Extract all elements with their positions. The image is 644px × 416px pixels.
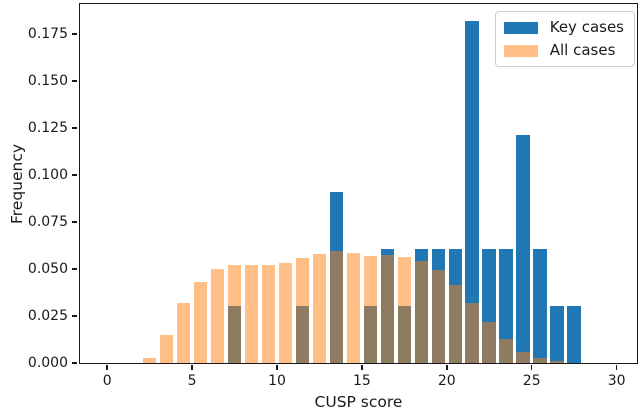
legend-entry-key-cases: Key cases xyxy=(503,18,624,36)
x-tick-mark xyxy=(530,365,533,370)
x-tick-mark xyxy=(446,365,448,370)
bar-all-cases xyxy=(312,254,327,363)
bar-key-cases xyxy=(533,249,547,363)
y-tick-label: 0.000 xyxy=(27,355,68,371)
bar-key-cases xyxy=(567,306,581,363)
y-tick-mark xyxy=(72,127,77,129)
legend-entry-all-cases: All cases xyxy=(503,41,624,59)
y-tick-label: 0.075 xyxy=(27,213,68,230)
x-tick-label: 30 xyxy=(607,373,626,389)
plot-area: Key cases All cases 0 5 10 15 20 25 30 0.000 0.0… xyxy=(28,3,638,389)
bar-all-cases xyxy=(397,257,412,363)
bar-all-cases xyxy=(533,357,547,363)
x-tick-label: 25 xyxy=(522,373,541,389)
y-tick-label: 0.025 xyxy=(27,307,68,324)
x-tick-label: 5 xyxy=(187,373,197,389)
y-tick-mark xyxy=(72,268,77,270)
bar-key-cases xyxy=(516,135,530,363)
x-tick-mark xyxy=(361,365,363,370)
bar-all-cases xyxy=(176,303,191,363)
bar-all-cases xyxy=(550,361,564,363)
y-tick-mark xyxy=(72,174,77,176)
bar-all-cases xyxy=(414,261,429,363)
bar-all-cases xyxy=(465,303,480,363)
bar-key-cases xyxy=(465,21,480,363)
bar-all-cases xyxy=(210,269,225,363)
bar-key-cases xyxy=(499,249,514,363)
bar-all-cases xyxy=(482,322,497,363)
x-tick-mark xyxy=(615,365,618,370)
x-tick-label: 20 xyxy=(437,373,456,389)
bar-all-cases xyxy=(278,262,293,363)
x-tick-mark xyxy=(106,365,108,370)
bar-all-cases xyxy=(431,270,446,363)
x-tick-label: 10 xyxy=(268,373,286,389)
x-tick-label: 15 xyxy=(352,373,371,389)
bar-all-cases xyxy=(329,250,344,363)
bar-all-cases xyxy=(380,255,395,363)
bar-all-cases xyxy=(499,338,514,363)
bar-all-cases xyxy=(363,255,378,363)
x-tick-mark xyxy=(276,365,278,370)
legend-swatch-icon xyxy=(503,21,538,34)
y-tick-mark xyxy=(72,80,77,82)
x-tick-label: 0 xyxy=(102,373,112,389)
legend-label: Key cases xyxy=(549,18,624,36)
bar-all-cases xyxy=(295,258,310,363)
legend-swatch-icon xyxy=(503,44,538,57)
bar-all-cases xyxy=(346,253,361,363)
x-axis-label: CUSP score xyxy=(314,393,403,411)
x-tick-mark xyxy=(191,365,193,370)
bar-all-cases xyxy=(227,264,242,363)
y-tick-label: 0.125 xyxy=(27,119,68,136)
y-tick-label: 0.150 xyxy=(27,72,68,89)
y-tick-label: 0.100 xyxy=(27,166,68,183)
bar-all-cases xyxy=(261,265,276,363)
legend: Key cases All cases xyxy=(494,11,635,67)
bar-key-cases xyxy=(550,306,564,363)
bar-all-cases xyxy=(159,334,174,363)
bar-all-cases xyxy=(516,351,530,363)
y-tick-label: 0.050 xyxy=(27,260,68,277)
y-tick-mark xyxy=(72,362,77,364)
bar-all-cases xyxy=(448,284,463,363)
y-tick-mark xyxy=(72,315,77,317)
y-axis-label: Frequency xyxy=(8,143,26,225)
bar-all-cases xyxy=(193,281,208,363)
bar-all-cases xyxy=(142,358,157,363)
y-tick-mark xyxy=(72,221,77,223)
bar-all-cases xyxy=(244,265,259,363)
legend-label: All cases xyxy=(549,41,616,59)
y-tick-mark xyxy=(72,33,77,35)
y-tick-label: 0.175 xyxy=(27,25,68,42)
